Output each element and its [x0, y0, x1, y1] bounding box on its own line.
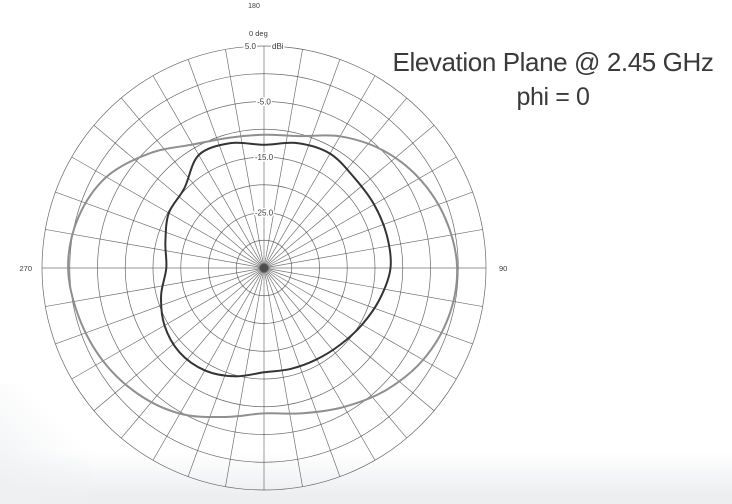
- grid-spoke: [263, 49, 303, 269]
- grid-spoke: [263, 267, 376, 461]
- grid-spoke: [152, 75, 265, 269]
- radial-tick-outer: 5.0: [245, 42, 257, 51]
- grid-center-dot: [259, 263, 269, 273]
- pattern-curve-gray: [67, 133, 459, 419]
- chart-title-block: Elevation Plane @ 2.45 GHz phi = 0: [378, 44, 728, 115]
- grid-spoke: [225, 267, 265, 487]
- grid-spoke: [263, 267, 407, 439]
- radial-unit-label: dBi: [272, 42, 284, 51]
- grid-spoke: [263, 267, 473, 345]
- grid-spoke: [263, 75, 376, 269]
- grid-spoke: [45, 229, 265, 269]
- grid-spoke: [152, 267, 265, 461]
- grid-spoke: [263, 267, 303, 487]
- grid-spoke: [55, 191, 265, 269]
- grid-spoke: [187, 267, 265, 477]
- chart-title: Elevation Plane @ 2.45 GHz: [392, 47, 714, 77]
- pattern-curve-dark: [160, 141, 392, 378]
- grid-spoke: [121, 267, 265, 439]
- grid-spoke: [263, 267, 457, 380]
- grid-spoke: [263, 191, 473, 269]
- grid-spoke: [263, 97, 407, 269]
- grid-spoke: [225, 49, 265, 269]
- radial-tick-label: -5.0: [257, 98, 271, 107]
- grid-spoke: [55, 267, 265, 345]
- grid-spoke: [93, 267, 265, 411]
- angle-label-0deg: 0 deg: [249, 29, 268, 38]
- grid-spoke: [263, 267, 435, 411]
- grid-spoke: [263, 267, 483, 307]
- grid-spoke: [263, 267, 341, 477]
- grid-spoke: [263, 59, 341, 269]
- grid-spoke: [121, 97, 265, 269]
- chart-subtitle: phi = 0: [516, 83, 590, 112]
- angle-label-90: 90: [499, 264, 507, 273]
- grid-spoke: [45, 267, 265, 307]
- grid-spoke: [263, 125, 435, 269]
- angle-label-270: 270: [19, 264, 32, 273]
- grid-spoke: [187, 59, 265, 269]
- stray-top-label-180: 180: [248, 3, 260, 10]
- radial-tick-label: -25.0: [255, 209, 274, 218]
- radial-tick-label: -15.0: [255, 153, 274, 162]
- grid-spoke: [263, 156, 457, 269]
- grid-spoke: [263, 229, 483, 269]
- grid-spoke: [71, 156, 265, 269]
